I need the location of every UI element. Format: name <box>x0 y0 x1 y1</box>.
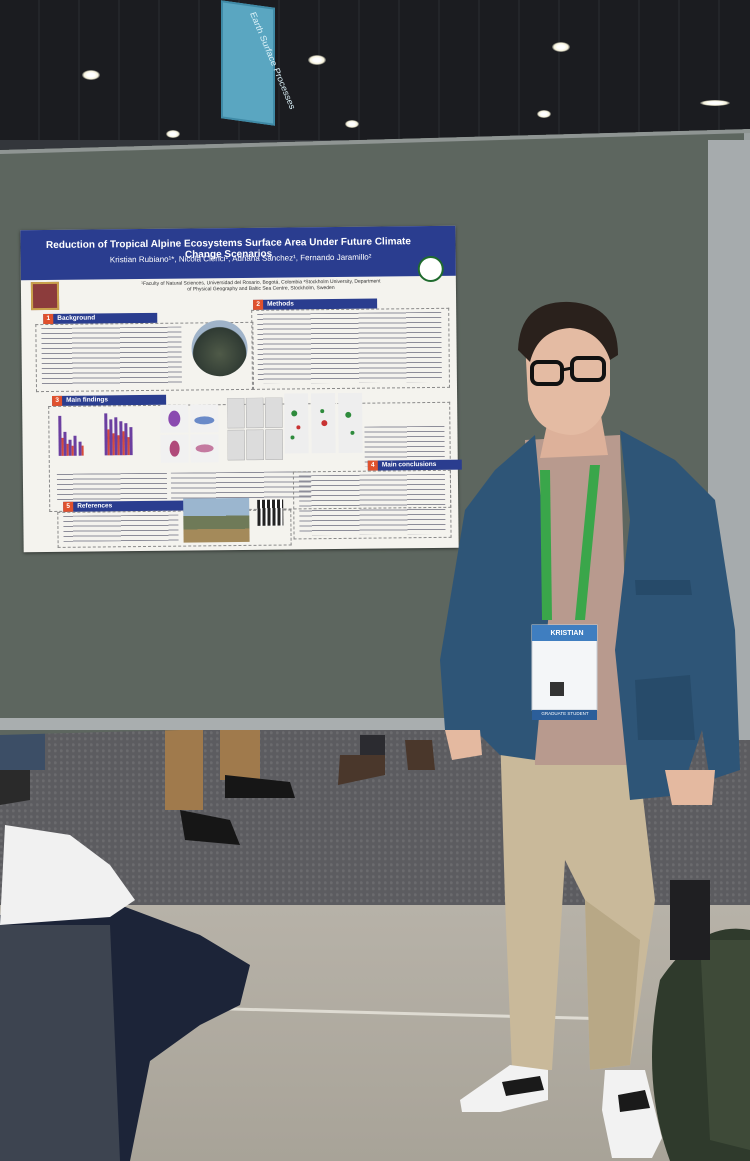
section-label: Methods <box>267 300 294 308</box>
landscape-photo <box>183 497 250 543</box>
methods-text-lines <box>257 311 442 384</box>
ceiling-light <box>166 130 180 138</box>
grid-maps <box>227 397 283 461</box>
bar-chart-figure <box>58 413 133 456</box>
poster-header: Reduction of Tropical Alpine Ecosystems … <box>20 225 456 281</box>
qr-code-icon <box>257 499 284 526</box>
background-people-legs <box>0 730 435 845</box>
ceiling-light <box>345 120 359 128</box>
hanging-sign: Earth Surface Processes <box>221 0 298 126</box>
section-number: 2 <box>253 299 264 310</box>
jacket-pile <box>0 825 250 1161</box>
stockholm-logo-icon <box>417 255 444 283</box>
poster-affiliations: ¹Faculty of Natural Sciences, Universida… <box>141 278 381 293</box>
section-label: Main findings <box>66 396 109 404</box>
presenter-person <box>440 301 740 1158</box>
background-text-lines <box>41 326 182 387</box>
poster-authors: Kristian Rubiano¹*, Nicola Clerici¹, Adr… <box>109 252 372 265</box>
research-poster: Reduction of Tropical Alpine Ecosystems … <box>20 225 462 553</box>
mountain-photo <box>191 319 248 377</box>
section-number: 5 <box>63 501 74 512</box>
ceiling-light <box>700 100 730 106</box>
badge-name: KRISTIAN <box>550 630 584 637</box>
distribution-maps <box>160 404 219 463</box>
section-label: Background <box>57 314 96 322</box>
section-label: Main conclusions <box>381 460 437 469</box>
ceiling-light <box>82 70 100 80</box>
ceiling-light <box>308 55 326 65</box>
backpack <box>652 880 750 1161</box>
section-number: 4 <box>367 460 378 471</box>
university-logo-icon <box>30 281 60 311</box>
badge-footer: GRADUATE STUDENT <box>541 711 589 716</box>
section-label: References <box>77 502 113 510</box>
ceiling-light <box>552 42 570 52</box>
ceiling-light <box>537 110 551 118</box>
sign-text: Earth Surface Processes <box>248 10 298 111</box>
section-number: 1 <box>43 313 54 325</box>
spatial-shift-maps <box>284 392 363 454</box>
figure-caption-lines <box>56 472 168 502</box>
section-number: 3 <box>52 395 63 406</box>
references-text-lines <box>63 514 179 542</box>
conclusions-text-lines <box>298 473 446 536</box>
figure-caption-lines <box>170 471 312 501</box>
